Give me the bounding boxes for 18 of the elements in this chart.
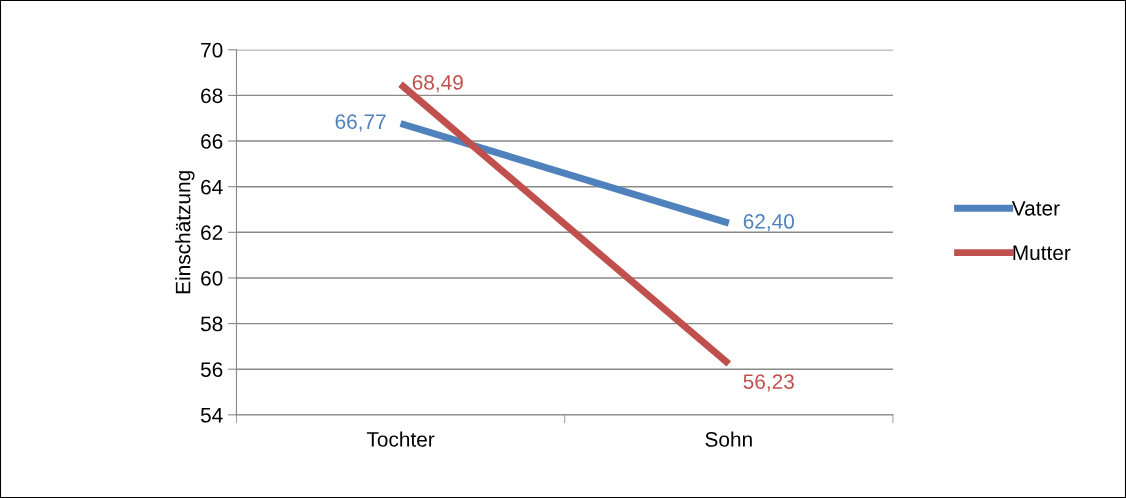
data-label: 66,77 — [335, 114, 386, 132]
legend-label: Mutter — [1013, 245, 1071, 261]
y-tick-label: 64 — [201, 179, 223, 195]
data-label: 62,40 — [743, 214, 795, 232]
y-tick-label: 62 — [201, 225, 223, 241]
data-label: 56,23 — [743, 374, 794, 392]
y-axis-title: Einschätzung — [175, 171, 195, 294]
y-tick-label: 68 — [201, 88, 223, 104]
data-label: 68,49 — [412, 75, 463, 93]
y-tick-label: 56 — [200, 362, 223, 377]
legend-label: Vater — [1011, 201, 1060, 216]
y-tick-label: 54 — [200, 408, 223, 423]
y-tick-label: 70 — [201, 42, 223, 58]
y-tick-label: 60 — [201, 270, 223, 286]
y-tick-label: 58 — [200, 316, 223, 332]
x-tick-label: Sohn — [705, 431, 752, 447]
x-tick-label: Tochter — [366, 431, 435, 447]
y-tick-label: 66 — [201, 134, 223, 149]
